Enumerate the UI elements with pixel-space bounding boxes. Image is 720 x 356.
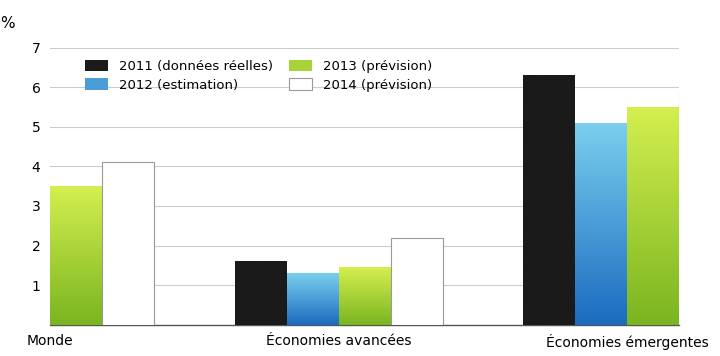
Bar (102, 162, 154, 325)
Legend: 2011 (données réelles), 2012 (estimation), 2013 (prévision), 2014 (prévision): 2011 (données réelles), 2012 (estimation… (82, 57, 435, 94)
Bar (679, 91, 720, 325)
Text: %: % (0, 16, 14, 31)
Bar (391, 238, 443, 325)
